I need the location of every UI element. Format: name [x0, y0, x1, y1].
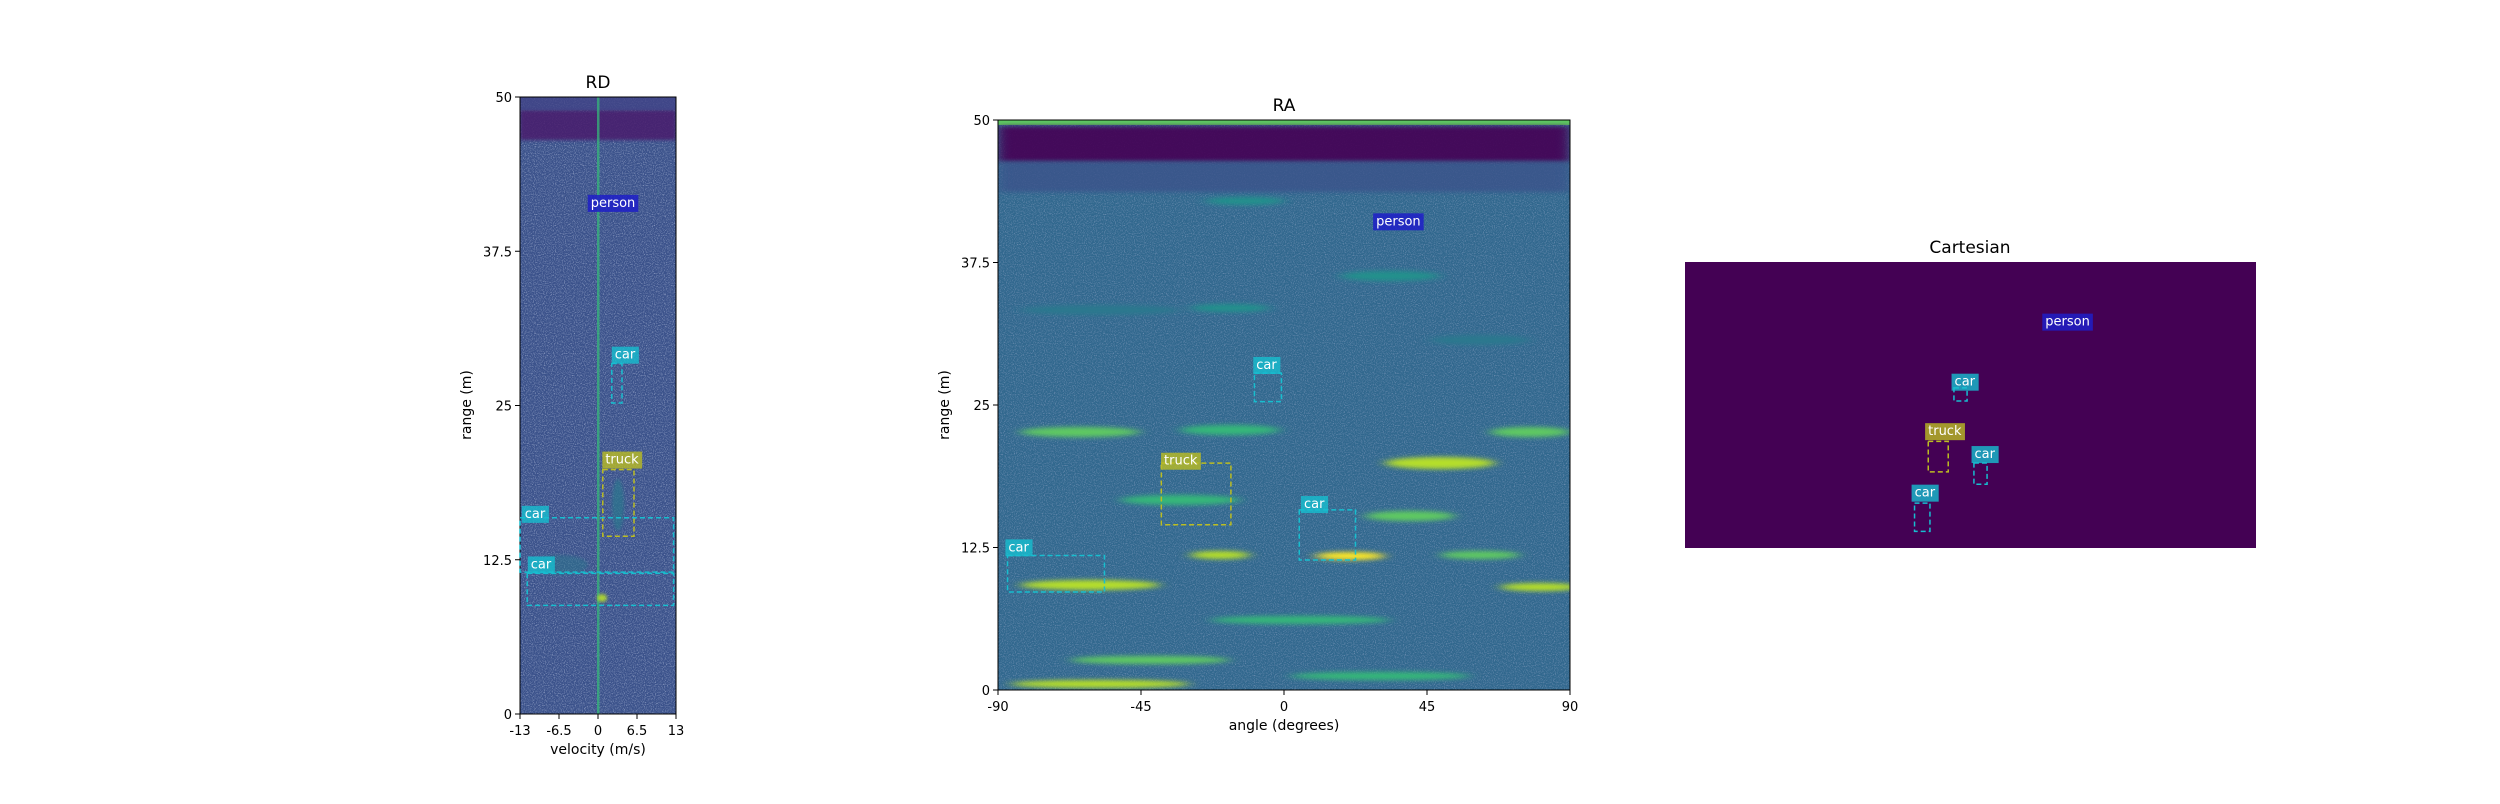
car-bounding-box: [526, 572, 675, 607]
car-label-background: [611, 346, 639, 364]
car-label-background: [1951, 373, 1979, 391]
car-label-background: [521, 505, 549, 523]
car-label-text: car: [1955, 375, 1976, 390]
x-tick-label: 45: [1419, 700, 1436, 715]
rd-xlabel: velocity (m/s): [550, 742, 646, 758]
ra-title: RA: [1273, 96, 1296, 116]
y-tick-label: 25: [973, 399, 990, 414]
person-label-background: [2042, 313, 2093, 331]
truck-bounding-box: [602, 468, 635, 538]
truck-bounding-box: [1927, 440, 1949, 473]
y-tick-label: 0: [504, 708, 512, 723]
car-label: car: [1300, 496, 1329, 514]
rd-panel: RD -13 -6.5 0 6.5 13 0 12.5 25 37.5 50 person car t…: [459, 73, 684, 758]
person-label: person: [587, 194, 639, 212]
x-tick-label: -6.5: [546, 724, 571, 739]
ra-annotations: person car truck car car: [1005, 213, 1424, 593]
car-label-background: [1300, 496, 1329, 514]
x-tick-label: 13: [668, 724, 685, 739]
ra-heatmap: [998, 120, 1570, 690]
car-bounding-box: [1973, 462, 1988, 485]
person-label-background: [587, 194, 639, 212]
person-label-background: [1373, 213, 1424, 231]
car-label-text: car: [1256, 358, 1277, 373]
car-label-text: car: [525, 507, 546, 522]
x-tick-label: -90: [987, 700, 1008, 715]
person-label-text: person: [1376, 214, 1421, 229]
car-label: car: [611, 346, 639, 364]
y-tick-label: 25: [495, 400, 512, 415]
truck-label: truck: [1161, 452, 1201, 470]
car-label-background: [1253, 356, 1281, 374]
x-tick-label: 0: [594, 724, 602, 739]
x-tick-label: -13: [509, 724, 530, 739]
car-label: car: [1951, 373, 1979, 391]
rd-annotations: person car truck car car: [519, 194, 675, 607]
ra-ticks: -90 -45 0 45 90 0 12.5 25 37.5 50: [961, 114, 1578, 715]
x-tick-label: -45: [1130, 700, 1151, 715]
y-tick-label: 0: [982, 684, 990, 699]
truck-label-background: [1161, 452, 1201, 470]
car-label-text: car: [1975, 447, 1996, 462]
rd-title: RD: [586, 73, 611, 93]
car-label-text: car: [1915, 486, 1936, 501]
car-label-background: [527, 556, 555, 574]
car-label: car: [521, 505, 549, 523]
cartesian-heatmap: [1685, 262, 2256, 548]
person-label: person: [2042, 313, 2093, 331]
person-label-text: person: [591, 196, 636, 211]
car-bounding-box: [1006, 554, 1106, 593]
car-label: car: [1253, 356, 1281, 374]
car-bounding-box: [1953, 387, 1968, 402]
ra-ylabel: range (m): [937, 370, 953, 440]
person-label-text: person: [2045, 315, 2090, 330]
y-tick-label: 50: [495, 91, 512, 106]
cartesian-panel: Cartesian person car truck car car: [1685, 238, 2256, 548]
truck-label: truck: [1925, 423, 1965, 441]
y-tick-label: 37.5: [483, 245, 512, 260]
y-tick-label: 37.5: [961, 257, 990, 272]
car-label-text: car: [615, 348, 636, 363]
truck-label-background: [602, 451, 643, 469]
rd-heatmap: [520, 97, 676, 714]
car-label: car: [1911, 484, 1939, 502]
truck-label: truck: [602, 451, 643, 469]
car-bounding-box: [519, 517, 675, 573]
person-label: person: [1373, 213, 1424, 231]
cartesian-annotations: person car truck car car: [1911, 313, 2093, 533]
car-bounding-box: [1253, 372, 1283, 403]
x-tick-label: 0: [1280, 700, 1288, 715]
car-label-background: [1911, 484, 1939, 502]
truck-label-background: [1925, 423, 1965, 441]
car-label-background: [1005, 539, 1033, 557]
y-tick-label: 12.5: [961, 542, 990, 557]
car-bounding-box: [1913, 502, 1931, 533]
truck-label-text: truck: [605, 453, 639, 468]
rd-ticks: -13 -6.5 0 6.5 13 0 12.5 25 37.5 50: [483, 91, 684, 739]
truck-label-text: truck: [1164, 454, 1198, 469]
car-label-text: car: [1008, 540, 1029, 555]
ra-xlabel: angle (degrees): [1229, 718, 1340, 734]
ra-panel: RA: [937, 96, 1578, 734]
rd-ylabel: range (m): [459, 370, 475, 440]
car-label-background: [1971, 446, 1999, 464]
car-label: car: [527, 556, 555, 574]
x-tick-label: 90: [1562, 700, 1579, 715]
car-label: car: [1971, 446, 1999, 464]
y-tick-label: 50: [973, 114, 990, 129]
car-label: car: [1005, 539, 1033, 557]
truck-label-text: truck: [1928, 424, 1962, 439]
x-tick-label: 6.5: [627, 724, 648, 739]
car-label-text: car: [1304, 497, 1325, 512]
car-label-text: car: [531, 557, 552, 572]
cartesian-title: Cartesian: [1929, 238, 2010, 258]
y-tick-label: 12.5: [483, 554, 512, 569]
